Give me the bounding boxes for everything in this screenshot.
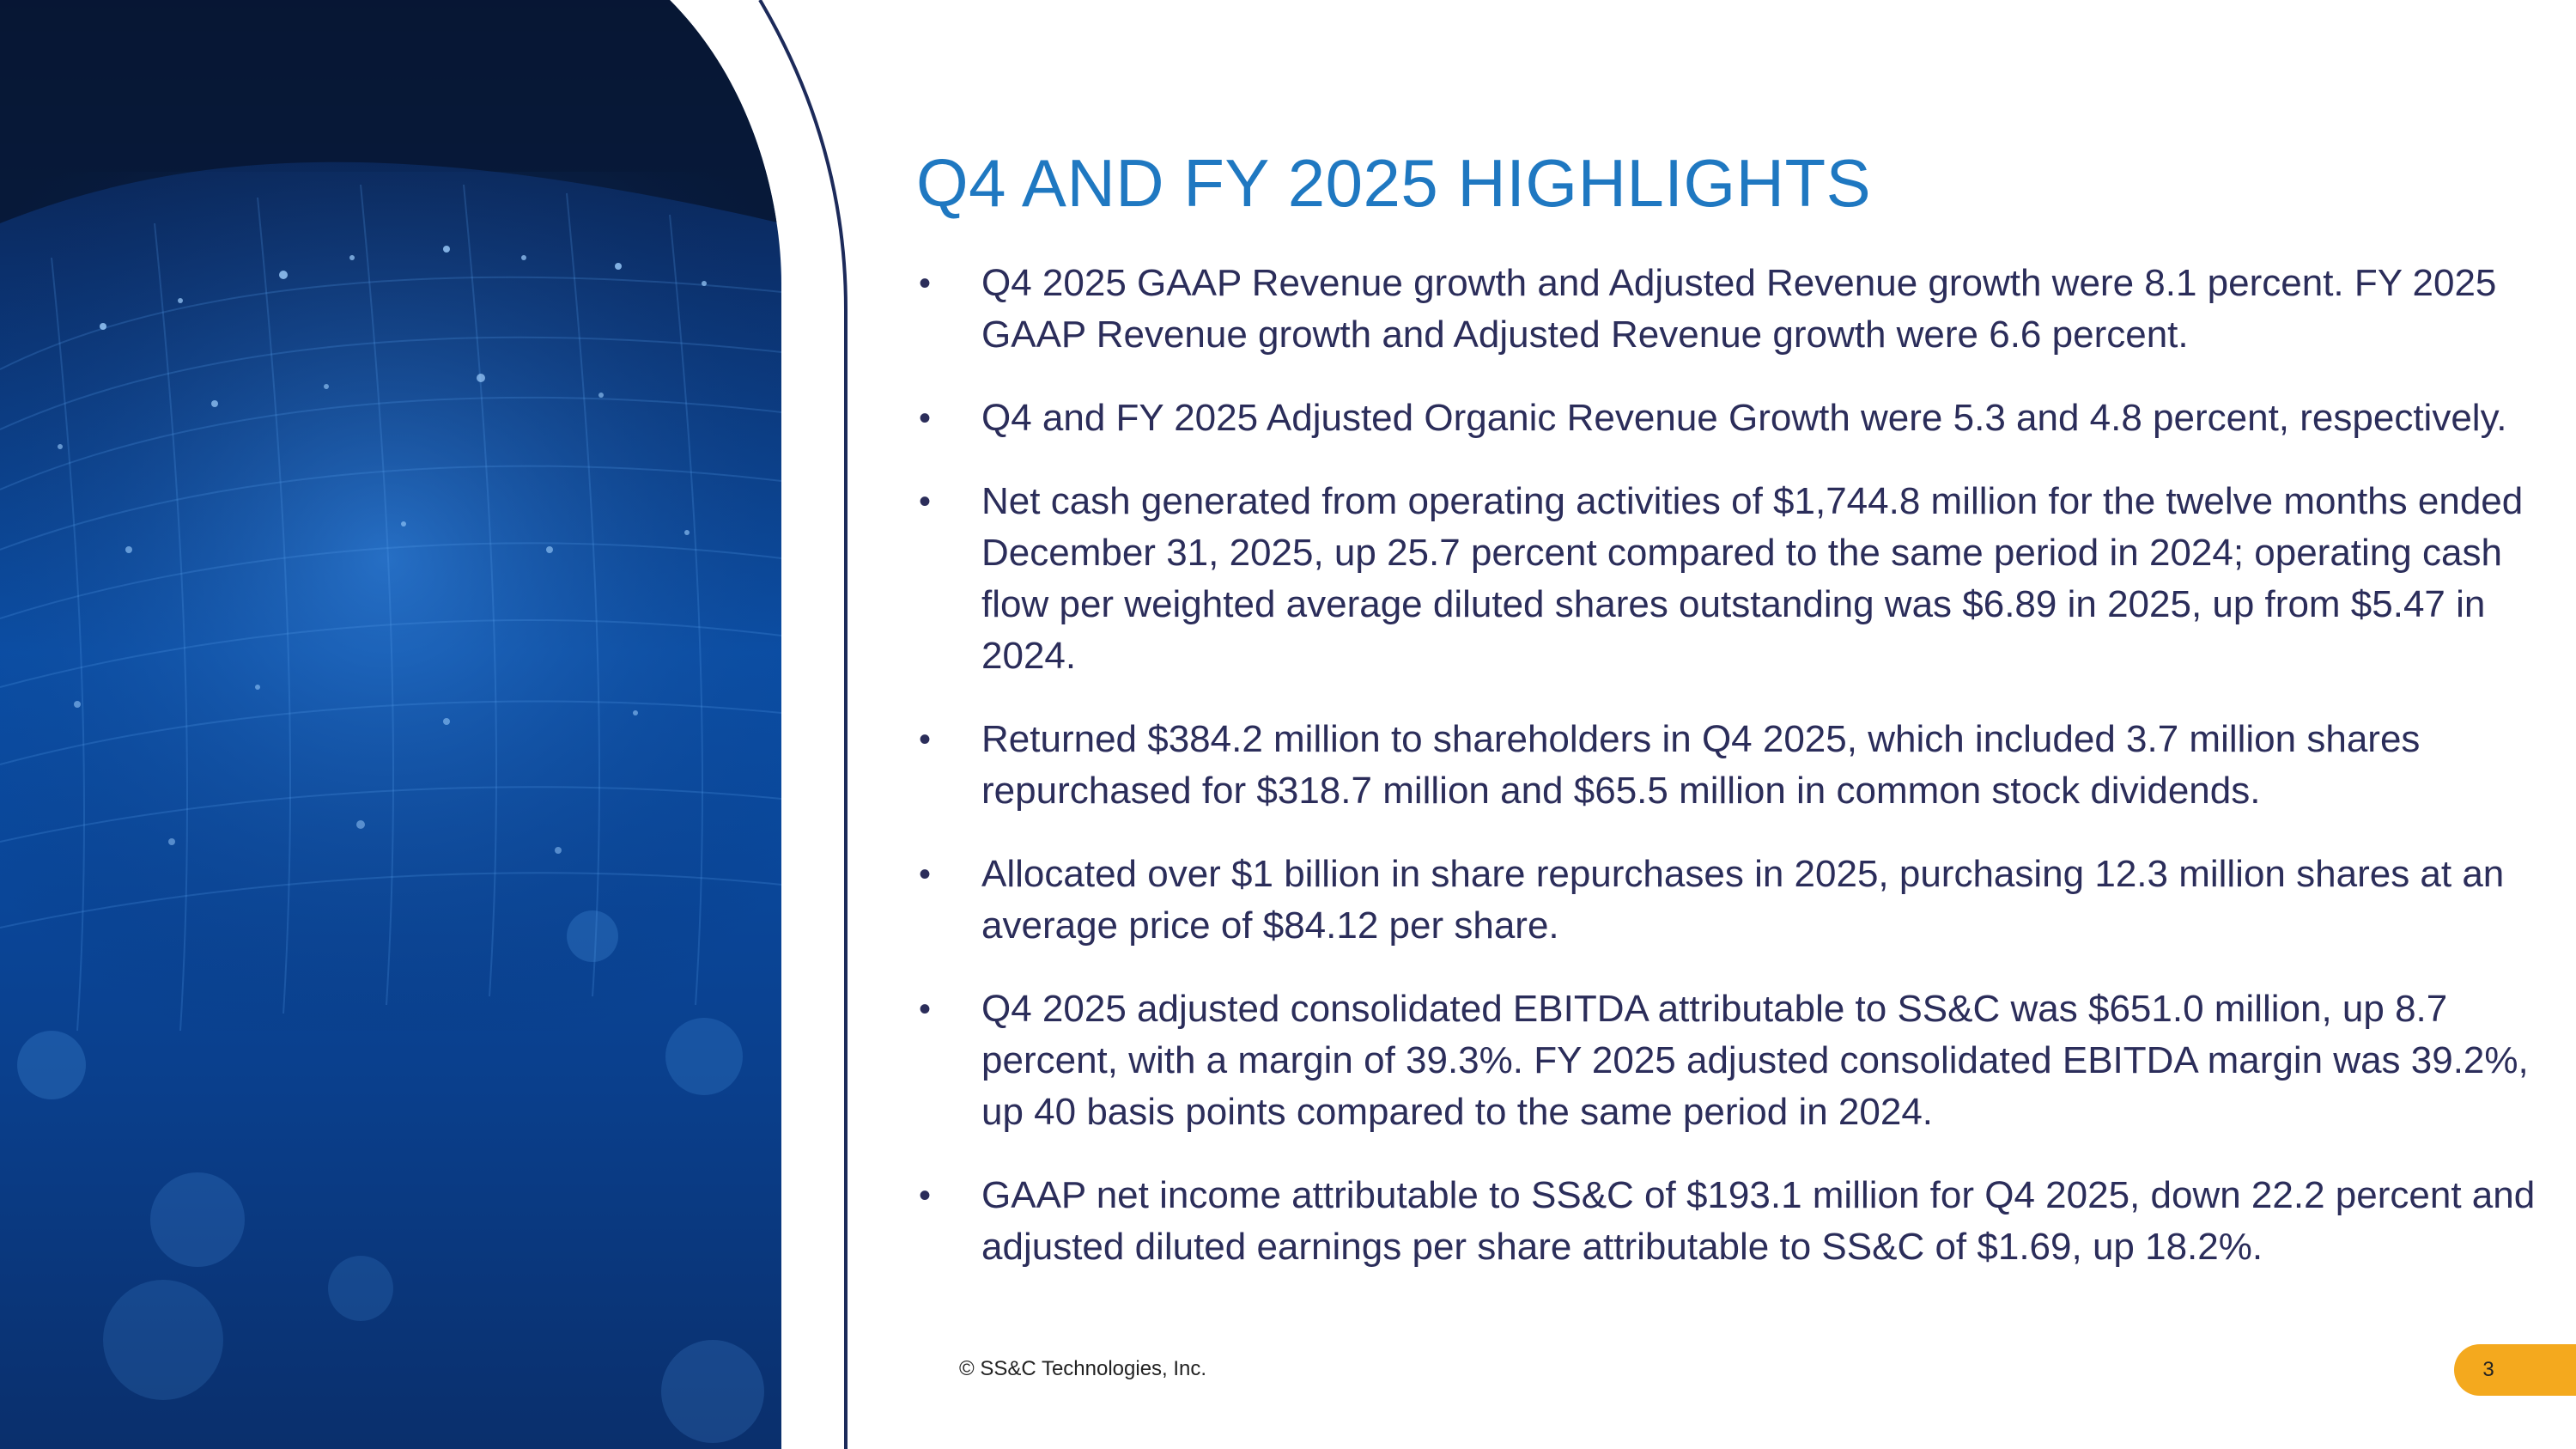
list-item-text: Q4 and FY 2025 Adjusted Organic Revenue … [981, 397, 2507, 439]
bullet-icon: • [919, 1177, 932, 1215]
list-item-text: Q4 2025 adjusted consolidated EBITDA att… [981, 988, 2529, 1133]
list-item: • Q4 and FY 2025 Adjusted Organic Revenu… [916, 393, 2548, 444]
list-item: • Q4 2025 adjusted consolidated EBITDA a… [916, 983, 2548, 1138]
list-item: • GAAP net income attributable to SS&C o… [916, 1170, 2548, 1273]
page-number-tab: 3 [2454, 1344, 2576, 1396]
decorative-network-image [0, 0, 848, 1449]
copyright-footer: © SS&C Technologies, Inc. [959, 1357, 1207, 1380]
list-item-text: GAAP net income attributable to SS&C of … [981, 1174, 2536, 1268]
page-number: 3 [2482, 1358, 2494, 1381]
list-item-text: Q4 2025 GAAP Revenue growth and Adjusted… [981, 262, 2497, 356]
accent-curve-line [758, 0, 848, 1449]
bullet-icon: • [919, 721, 932, 758]
page-title: Q4 AND FY 2025 HIGHLIGHTS [916, 145, 1872, 221]
bullet-icon: • [919, 855, 932, 893]
bullet-icon: • [919, 399, 932, 437]
highlights-list: • Q4 2025 GAAP Revenue growth and Adjust… [916, 258, 2548, 1305]
bullet-icon: • [919, 265, 932, 302]
list-item-text: Returned $384.2 million to shareholders … [981, 718, 2421, 812]
list-item: • Q4 2025 GAAP Revenue growth and Adjust… [916, 258, 2548, 361]
list-item: • Allocated over $1 billion in share rep… [916, 849, 2548, 952]
bullet-icon: • [919, 483, 932, 521]
list-item-text: Allocated over $1 billion in share repur… [981, 853, 2505, 947]
list-item: • Returned $384.2 million to shareholder… [916, 714, 2548, 817]
list-item: • Net cash generated from operating acti… [916, 476, 2548, 682]
bullet-icon: • [919, 990, 932, 1028]
list-item-text: Net cash generated from operating activi… [981, 480, 2524, 677]
